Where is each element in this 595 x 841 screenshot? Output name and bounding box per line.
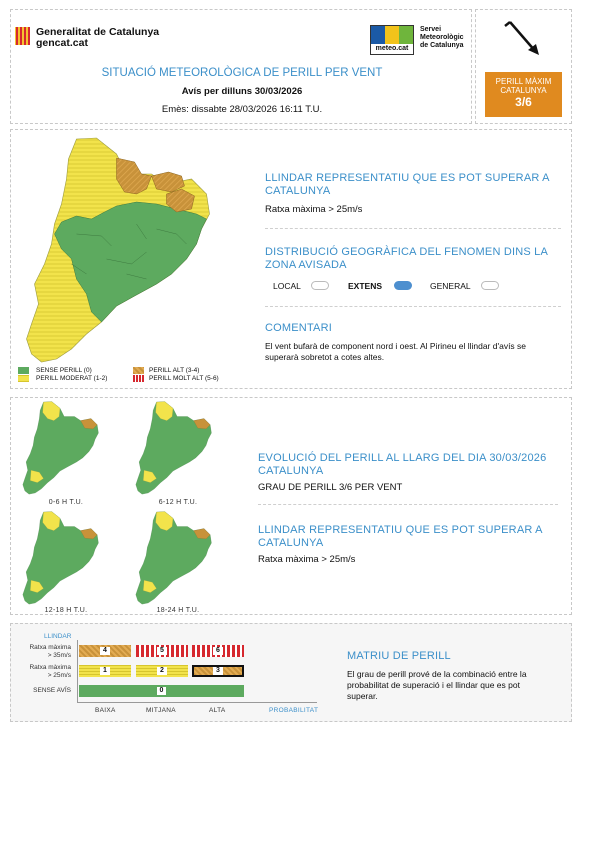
evolution-value: GRAU DE PERILL 3/6 PER VENT xyxy=(258,482,403,493)
smc-logo-badge: meteo.cat xyxy=(370,25,414,55)
matrix-threshold-header: LLINDAR xyxy=(44,633,72,640)
matrix-panel: LLINDAR Ratxa màxima > 35m/s Ratxa màxim… xyxy=(10,623,572,722)
gencat-domain: gencat.cat xyxy=(36,37,88,49)
gencat-name: Generalitat de Catalunya xyxy=(36,26,160,38)
matrix-x-label-high: ALTA xyxy=(209,707,226,714)
legend-label-moderate: PERILL MODERAT (1-2) xyxy=(36,375,108,382)
max-danger-panel: PERILL MÀXIM CATALUNYA 3/6 xyxy=(475,9,572,124)
matrix-row3-label: SENSE AVÍS xyxy=(33,687,71,694)
map-caption-18-24: 18-24 H T.U. xyxy=(156,607,200,614)
matrix-cell-0: 0 xyxy=(79,685,244,697)
smc-name-line1: Servei xyxy=(420,26,442,33)
matrix-cell-6: 6 xyxy=(192,645,244,657)
toggle-local[interactable] xyxy=(311,281,329,290)
distribution-label-general: GENERAL xyxy=(430,281,471,291)
max-danger-value: 3/6 xyxy=(515,95,532,109)
map-period-18-24[interactable] xyxy=(127,510,219,605)
legend-swatch-none xyxy=(18,367,29,374)
wind-direction-arrow-icon xyxy=(504,21,539,55)
threshold-title: LLINDAR REPRESENTATIU QUE ES POT SUPERAR… xyxy=(265,172,550,197)
divider xyxy=(265,306,561,307)
smc-logo-text: meteo.cat xyxy=(375,45,409,52)
max-danger-label-2: CATALUNYA xyxy=(500,86,547,95)
evolution-panel: 0-6 H T.U. 6-12 H T.U. 12-18 H T.U. 18-2… xyxy=(10,397,572,615)
map-caption-6-12: 6-12 H T.U. xyxy=(158,499,198,506)
page-title: SITUACIÓ METEOROLÒGICA DE PERILL PER VEN… xyxy=(101,67,383,79)
distribution-title: DISTRIBUCIÓ GEOGRÀFICA DEL FENOMEN DINS … xyxy=(265,246,548,271)
matrix-cell-3: 3 xyxy=(192,665,244,677)
map-period-0-6[interactable] xyxy=(14,400,106,495)
matrix-row2-label-1: Ratxa màxima xyxy=(29,664,71,671)
legend-swatch-high xyxy=(133,367,144,374)
matrix-x-label-medium: MITJANA xyxy=(146,707,176,714)
matrix-x-label-low: BAIXA xyxy=(95,707,116,714)
map-caption-0-6: 0-6 H T.U. xyxy=(48,499,84,506)
matrix-row1-label-2: > 35m/s xyxy=(47,652,71,659)
legend-label-very-high: PERILL MOLT ALT (5-6) xyxy=(149,375,219,382)
smc-logo[interactable]: meteo.cat Servei Meteorològic de Catalun… xyxy=(370,25,470,57)
matrix-text: El grau de perill prové de la combinació… xyxy=(347,669,527,701)
divider xyxy=(258,504,558,505)
map-caption-12-18: 12-18 H T.U. xyxy=(44,607,88,614)
toggle-extens[interactable] xyxy=(394,281,412,290)
smc-name-line2: Meteorològic xyxy=(420,34,464,41)
matrix-cell-4: 4 xyxy=(79,645,131,657)
comments-text: El vent bufarà de component nord i oest.… xyxy=(265,341,527,362)
distribution-label-extens: EXTENS xyxy=(348,281,383,291)
matrix-cell-2: 2 xyxy=(136,665,188,677)
issued-date: Emès: dissabte 28/03/2026 16:11 T.U. xyxy=(161,104,323,115)
matrix-cell-1: 1 xyxy=(79,665,131,677)
matrix-cell-5: 5 xyxy=(136,645,188,657)
matrix-x-axis xyxy=(77,702,317,703)
comments-title: COMENTARI xyxy=(265,322,332,334)
matrix-row2-label-2: > 25m/s xyxy=(47,672,71,679)
threshold-title-2: LLINDAR REPRESENTATIU QUE ES POT SUPERAR… xyxy=(258,524,543,549)
matrix-title: MATRIU DE PERILL xyxy=(347,650,451,662)
legend-label-none: SENSE PERILL (0) xyxy=(36,367,92,374)
toggle-general[interactable] xyxy=(481,281,499,290)
legend-swatch-moderate xyxy=(18,375,29,382)
map-period-12-18[interactable] xyxy=(14,510,106,605)
senyera-icon xyxy=(15,27,30,45)
divider xyxy=(265,228,561,229)
header-panel: Generalitat de Catalunya gencat.cat mete… xyxy=(10,9,472,124)
smc-name-line3: de Catalunya xyxy=(420,42,464,49)
threshold-value: Ratxa màxima > 25m/s xyxy=(265,204,363,215)
matrix-row1-label-1: Ratxa màxima xyxy=(29,644,71,651)
evolution-title: EVOLUCIÓ DEL PERILL AL LLARG DEL DIA 30/… xyxy=(258,452,547,477)
legend-swatch-very-high xyxy=(133,375,144,382)
threshold-value-2: Ratxa màxima > 25m/s xyxy=(258,554,356,565)
matrix-y-axis xyxy=(77,640,78,702)
page-subtitle: Avís per dilluns 30/03/2026 xyxy=(181,86,303,97)
max-danger-badge: PERILL MÀXIM CATALUNYA 3/6 xyxy=(485,72,562,117)
distribution-label-local: LOCAL xyxy=(273,281,301,291)
catalonia-main-map[interactable] xyxy=(14,134,219,364)
max-danger-label-1: PERILL MÀXIM xyxy=(495,77,552,86)
gencat-logo[interactable]: Generalitat de Catalunya gencat.cat xyxy=(15,24,185,49)
map-period-6-12[interactable] xyxy=(127,400,219,495)
matrix-x-axis-title: PROBABILITAT xyxy=(269,707,319,714)
main-forecast-panel: SENSE PERILL (0) PERILL MODERAT (1-2) PE… xyxy=(10,129,572,389)
legend-label-high: PERILL ALT (3-4) xyxy=(149,367,200,374)
